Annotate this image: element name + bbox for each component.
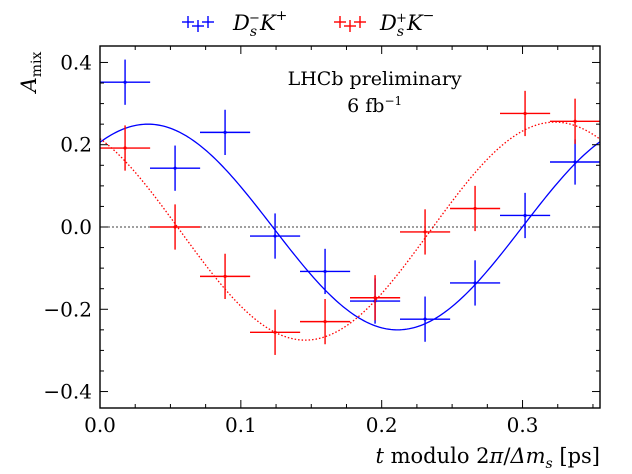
legend-label-dsminus-kplus: Ds−K+ — [232, 8, 287, 40]
x-tick-label: 0.2 — [366, 413, 398, 437]
legend-label-dsplus-kminus: Ds+K− — [379, 8, 434, 40]
annotation-luminosity: 6 fb−1 — [347, 94, 402, 117]
x-tick-label: 0.3 — [507, 413, 539, 437]
data-point-dsplus-kminus-6 — [400, 209, 451, 255]
data-point-dsplus-kminus-3 — [250, 309, 301, 355]
data-point-dsminus-kplus-4 — [300, 248, 351, 295]
y-tick-label: 0.2 — [60, 133, 92, 157]
y-axis-label: Amix — [17, 51, 45, 94]
point-marker — [573, 160, 577, 164]
point-marker — [523, 213, 527, 218]
point-marker — [473, 206, 477, 211]
data-point-dsplus-kminus-5 — [350, 275, 401, 321]
data-point-dsminus-kplus-1 — [150, 145, 201, 191]
data-point-dsminus-kplus-6 — [400, 296, 451, 342]
legend: Ds−K+ Ds+K− — [182, 8, 434, 40]
point-marker — [323, 269, 327, 274]
y-tick-label: 0.0 — [60, 215, 92, 239]
legend-marker-dsplus-kminus — [334, 16, 366, 32]
data-point-dsplus-kminus-2 — [200, 253, 251, 299]
point-marker — [173, 225, 177, 229]
data-point-dsplus-kminus-9 — [550, 98, 601, 144]
data-point-dsplus-kminus-0 — [100, 125, 151, 171]
fit-curve-dsminus-kplus — [99, 123, 601, 331]
data-point-dsminus-kplus-7 — [450, 260, 501, 306]
data-point-dsminus-kplus-9 — [550, 139, 601, 185]
annotation-lhcb-preliminary: LHCb preliminary — [288, 68, 462, 90]
data-point-dsplus-kminus-4 — [300, 298, 351, 345]
point-marker — [523, 111, 527, 116]
point-marker — [273, 330, 277, 334]
point-marker — [573, 119, 577, 123]
x-tick-label: 0.0 — [84, 413, 116, 437]
data-point-dsminus-kplus-2 — [200, 109, 251, 156]
fit-curve-dsplus-kminus — [99, 121, 601, 341]
data-point-dsminus-kplus-0 — [100, 59, 151, 105]
y-tick-label: −0.4 — [43, 380, 92, 404]
point-marker — [123, 146, 127, 150]
point-marker — [423, 230, 427, 234]
point-marker — [473, 281, 477, 285]
point-marker — [423, 317, 427, 321]
x-axis-label: t modulo 2π/Δms [ps] — [375, 444, 600, 472]
data-point-dsplus-kminus-1 — [150, 204, 201, 250]
legend-marker-dsminus-kplus — [182, 16, 214, 32]
data-point-dsminus-kplus-8 — [500, 192, 551, 239]
data-point-dsplus-kminus-8 — [500, 90, 551, 137]
point-marker — [273, 234, 277, 238]
axis-ticks: 0.0 0.1 0.2 0.3 −0.4 −0.2 0.0 0.2 0.4 — [43, 45, 601, 437]
y-tick-label: 0.4 — [60, 50, 92, 74]
x-tick-label: 0.1 — [225, 413, 257, 437]
point-marker — [223, 274, 227, 278]
point-marker — [173, 166, 177, 170]
point-marker — [373, 296, 377, 300]
data-point-dsminus-kplus-3 — [250, 213, 301, 259]
plot-area — [99, 59, 601, 355]
data-point-dsplus-kminus-7 — [450, 185, 501, 232]
point-marker — [123, 80, 127, 84]
point-marker — [223, 130, 227, 134]
y-tick-label: −0.2 — [43, 297, 92, 321]
point-marker — [323, 320, 327, 324]
